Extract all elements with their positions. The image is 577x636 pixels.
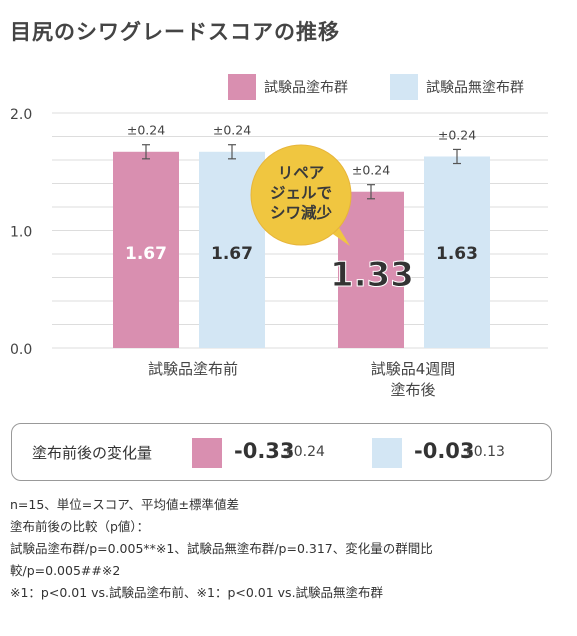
page-title: 目尻のシワグレードスコアの推移: [10, 20, 340, 44]
callout-text: ジェルで: [270, 184, 332, 202]
error-label: ±0.24: [438, 127, 476, 142]
legend-swatch-test: [228, 74, 256, 100]
footnote-line: 塗布前後の比較（p値）：: [10, 519, 150, 534]
footnote-line: n=15、単位=スコア、平均値±標準値差: [10, 497, 239, 512]
footnote-line: ※1：p<0.01 vs.試験品塗布前、※1：p<0.01 vs.試験品無塗布群: [10, 585, 384, 600]
summary-control-error: ±0.13: [462, 444, 505, 460]
data-label: 1.67: [125, 244, 167, 264]
callout-text: リペア: [278, 164, 325, 182]
summary-test-value: -0.33: [234, 439, 295, 463]
error-label: ±0.24: [352, 163, 390, 178]
footnotes: n=15、単位=スコア、平均値±標準値差 塗布前後の比較（p値）： 試験品塗布群…: [10, 494, 565, 604]
bar-chart: 0.0 1.0 2.0 ±0.24 1.67 ±0.24 1.33 ±0.24 1.67 ±0.2…: [10, 107, 548, 399]
footnote-line: 試験品塗布群/p=0.005**※1、試験品無塗布群/p=0.317、変化量の群…: [10, 541, 433, 556]
callout-bubble: [250, 144, 352, 246]
footnote-line: 較/p=0.005##※2: [10, 563, 121, 578]
y-tick-label: 2.0: [10, 107, 32, 123]
y-tick-label: 1.0: [10, 225, 32, 241]
legend-item-test: 試験品塗布群: [228, 74, 348, 100]
x-tick-label: 塗布後: [390, 381, 435, 399]
legend-label-test: 試験品塗布群: [264, 80, 348, 96]
change-summary-box: 塗布前後の変化量 -0.33 ±0.24 -0.03 ±0.13: [11, 423, 552, 481]
summary-swatch-test: [192, 438, 222, 468]
summary-test-error: ±0.24: [282, 444, 325, 460]
summary-swatch-control: [372, 438, 402, 468]
data-label: 1.63: [436, 244, 478, 264]
error-label: ±0.24: [127, 123, 165, 138]
legend-item-control: 試験品無塗布群: [390, 74, 524, 100]
legend-label-control: 試験品無塗布群: [426, 80, 524, 96]
bar: [424, 156, 490, 348]
callout-text: シワ減少: [270, 203, 333, 222]
data-label: 1.33: [330, 255, 414, 295]
legend-swatch-control: [390, 74, 418, 100]
error-label: ±0.24: [213, 123, 251, 138]
summary-label: 塗布前後の変化量: [32, 444, 153, 462]
bar: [338, 191, 404, 348]
summary-control-value: -0.03: [414, 439, 475, 463]
bar: [113, 151, 179, 348]
y-tick-label: 0.0: [10, 342, 32, 358]
data-label: 1.67: [211, 244, 253, 264]
x-tick-label: 試験品塗布前: [148, 360, 238, 378]
x-tick-label: 試験品4週間: [371, 360, 456, 378]
